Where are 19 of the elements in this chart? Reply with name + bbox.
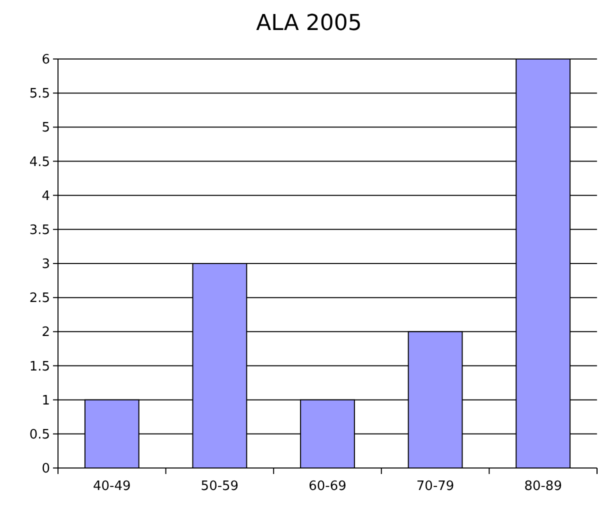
y-tick-label: 1.5 [29, 359, 50, 374]
y-tick-label: 2 [42, 325, 50, 340]
y-tick-label: 4 [42, 188, 50, 204]
y-tick-label: 6 [42, 52, 50, 68]
y-tick-label: 3.5 [29, 222, 50, 238]
y-tick-label: 0 [42, 462, 50, 477]
y-tick-label: 2.5 [29, 291, 50, 306]
y-tick-label: 3 [42, 257, 50, 272]
y-tick-label: 1 [42, 393, 50, 408]
x-tick-label: 60-69 [308, 479, 346, 494]
y-tick-label: 4.5 [29, 154, 50, 170]
y-tick-label: 5 [42, 120, 50, 136]
x-tick-label: 70-79 [416, 479, 454, 494]
y-tick-label: 5.5 [29, 86, 50, 102]
x-tick-label: 40-49 [93, 479, 131, 494]
chart-title: ALA 2005 [256, 11, 362, 36]
y-tick-label: 0.5 [29, 427, 50, 442]
x-tick-label: 80-89 [524, 479, 562, 494]
x-tick-label: 50-59 [200, 479, 239, 494]
